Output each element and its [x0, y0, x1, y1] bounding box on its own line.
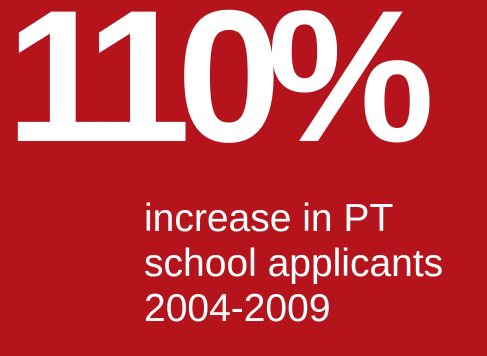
stat-caption: increase in PT school applicants 2004-20… [144, 196, 443, 331]
stat-caption-line-2: school applicants [144, 242, 444, 285]
stat-caption-line-1: increase in PT [144, 197, 394, 240]
stat-value: 110% [6, 0, 434, 181]
stat-caption-line-3: 2004-2009 [144, 287, 331, 330]
